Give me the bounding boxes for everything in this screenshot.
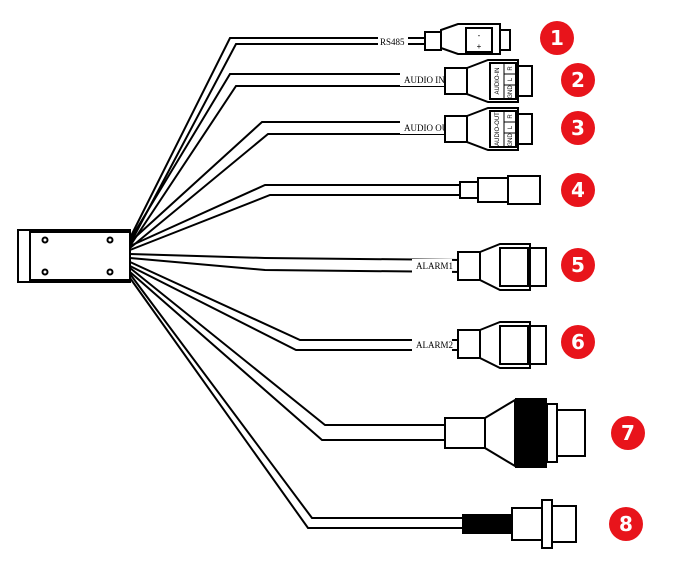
pin-plus: + [477,42,482,51]
cable-label-audio-in: AUDIO IN [404,75,445,85]
audio-in-pin-title: AUDIO-IN [495,68,501,95]
cable-label-alarm1: ALARM1 [416,261,453,271]
alarm2-connector [457,321,547,369]
svg-text:6: 6 [571,330,585,354]
svg-text:8: 8 [619,512,633,536]
badge-3: 3 [561,111,595,145]
svg-text:7: 7 [621,421,635,445]
cable-label-rs485: RS485 [380,37,405,47]
svg-text:2: 2 [571,68,585,92]
alarm1-connector [457,243,547,291]
svg-text:4: 4 [571,178,585,202]
badge-1: 1 [540,21,574,55]
aviation-connector [462,499,577,549]
audio-out-pin-gnd: GND [508,133,514,147]
audio-in-pin-r: R [508,66,514,71]
badge-6: 6 [561,325,595,359]
badge-4: 4 [561,173,595,207]
audio-out-connector: AUDIO-OUT R L GND [444,107,533,151]
mounting-bracket [17,229,131,283]
badge-2: 2 [561,63,595,97]
cable-label-alarm2: ALARM2 [416,340,453,350]
audio-in-connector: AUDIO-IN R L GND [444,59,533,103]
audio-in-pin-gnd: GND [508,85,514,99]
badge-8: 8 [609,507,643,541]
svg-text:1: 1 [550,26,564,50]
badge-7: 7 [611,416,645,450]
svg-text:5: 5 [571,253,585,277]
power-connector [459,175,541,205]
audio-out-pin-l: L [508,125,514,129]
audio-in-pin-l: L [508,77,514,81]
pin-minus: - [478,31,481,40]
badge-5: 5 [561,248,595,282]
network-connector [444,398,586,468]
audio-out-pin-r: R [508,114,514,119]
audio-out-pin-title: AUDIO-OUT [495,112,501,146]
svg-text:3: 3 [571,116,585,140]
cable-label-audio-out: AUDIO OUT [404,123,454,133]
wires [129,37,463,529]
rs485-connector: - + [424,23,511,55]
